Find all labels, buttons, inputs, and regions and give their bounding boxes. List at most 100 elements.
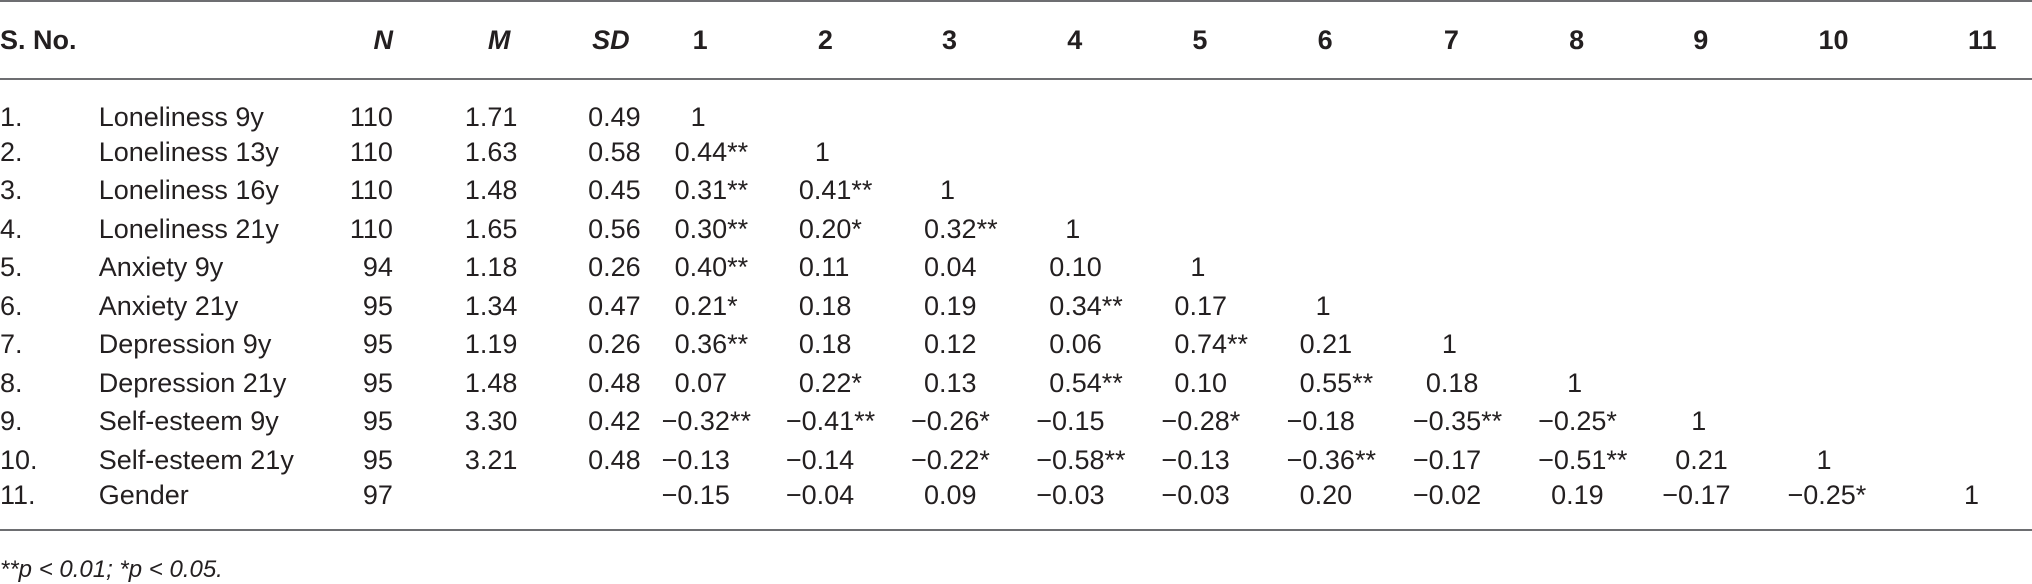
correlation-cell: −0.02 [1408,479,1535,531]
n-value: 95 [362,290,393,321]
variable-name: Depression 9y [98,329,272,360]
sd-value: 0.48 [588,444,641,475]
n-value: 110 [349,213,393,244]
correlation-cell: 0.17 [1174,290,1227,321]
row-number: 2. [0,136,23,167]
row-number: 6. [0,290,23,321]
correlation-cell: 0.41** [798,175,873,206]
correlation-cell: 1 [1567,367,1583,398]
header-col-8: 8 [1534,0,1659,80]
correlation-cell [1534,133,1658,172]
correlation-cell: −0.15 [1036,406,1105,437]
correlation-cell [1534,249,1658,288]
correlation-cell: −0.36** [1286,444,1376,475]
correlation-cell: 0.10 [1049,252,1102,283]
sd-value: 0.42 [588,406,641,437]
n-value: 110 [349,136,393,167]
correlation-cell [1283,133,1409,172]
n-value: 95 [362,367,393,398]
correlation-cell [1783,133,1923,172]
correlation-cell [1924,249,2032,288]
correlation-cell [1924,210,2032,249]
header-col-6: 6 [1282,0,1409,80]
n-value: 94 [362,252,393,283]
n-value: 97 [325,479,393,531]
correlation-cell: 0.22* [798,367,862,398]
correlation-cell: 1 [1315,290,1331,321]
header-row: S. No. N M SD 1 2 3 4 5 6 7 8 9 10 11 [0,0,2032,80]
correlation-cell: −0.41** [785,406,876,437]
header-col-7: 7 [1408,0,1535,80]
correlation-cell [1157,133,1282,172]
header-col-3: 3 [907,0,1033,80]
row-number: 9. [0,406,23,437]
correlation-cell [1283,210,1409,249]
correlation-cell [1157,210,1282,249]
header-sno: S. No. [0,0,326,80]
correlation-cell [1534,79,1658,133]
table-row: 4. Loneliness 21y 110 1.65 0.56 0.30** 0.20* 0.… [0,210,2032,249]
header-n: N [325,0,393,80]
correlation-cell: 0.18 [1425,367,1479,398]
correlation-cell: −0.15 [657,479,782,531]
correlation-cell [1783,403,1923,442]
correlation-cell [1283,79,1409,133]
correlation-cell [1658,79,1783,133]
correlation-cell: 0.34** [1049,290,1123,321]
correlation-cell: 0.06 [1049,329,1102,360]
header-col-9: 9 [1658,0,1784,80]
correlation-cell [1658,172,1783,211]
correlation-cell: 1 [940,175,956,206]
correlation-cell [1658,287,1783,326]
correlation-table: S. No. N M SD 1 2 3 4 5 6 7 8 9 10 11 1.… [0,0,2032,531]
correlation-cell: 1 [690,102,706,132]
correlation-cell: 0.13 [924,367,977,398]
correlation-cell [1658,210,1783,249]
correlation-cell: −0.04 [781,479,908,531]
correlation-cell: 0.07 [674,367,728,398]
correlation-cell [1783,287,1923,326]
correlation-cell [1409,249,1534,288]
mean-value: 3.30 [464,406,518,437]
row-number: 10. [0,444,38,475]
variable-name: Gender [98,479,326,531]
table-row: 9. Self-esteem 9y 95 3.30 0.42 −0.32** −0.41**… [0,403,2032,442]
correlation-cell: 0.18 [798,290,852,321]
n-value: 95 [362,329,393,360]
sd-value: 0.47 [588,290,641,321]
correlation-cell [1409,172,1534,211]
correlation-cell: 1 [1691,406,1707,437]
correlation-cell: −0.35** [1412,406,1503,437]
correlation-cell [1534,172,1658,211]
correlation-cell: 0.19 [924,290,977,321]
row-number: 5. [0,252,23,283]
correlation-cell: −0.25* [1783,479,1924,531]
correlation-cell [1924,403,2032,442]
correlation-cell: 1 [814,136,830,167]
correlation-cell: 0.04 [924,252,977,283]
correlation-cell [782,79,907,133]
table-row: 11. Gender 97 −0.15 −0.04 0.09 −0.03 −0.03 0.20−… [0,479,2032,531]
correlation-cell: −0.28* [1161,406,1241,437]
mean-value: 1.71 [464,102,518,132]
table-body: 1. Loneliness 9y 110 1.71 0.49 1 2. Loneliness … [0,79,2032,531]
correlation-cell [1924,79,2032,133]
table-row: 10. Self-esteem 21y 95 3.21 0.48 −0.13 −0.14 −0… [0,441,2032,480]
n-value: 95 [362,406,393,437]
sd-value: 0.56 [588,213,641,244]
correlation-cell: 0.18 [798,329,852,360]
variable-name: Depression 21y [98,367,287,398]
row-number: 4. [0,213,23,244]
correlation-cell: −0.17 [1412,444,1482,475]
sd-value: 0.26 [588,252,641,283]
header-sd: SD [531,0,658,80]
header-col-10: 10 [1783,0,1924,80]
correlation-cell [1157,172,1282,211]
correlation-cell [1924,287,2032,326]
mean-value: 1.65 [464,213,518,244]
correlation-cell [1658,364,1783,403]
table-row: 1. Loneliness 9y 110 1.71 0.49 1 [0,79,2032,133]
correlation-cell [907,133,1032,172]
sd-value: 0.45 [588,175,641,206]
mean-value: 1.19 [464,329,518,360]
